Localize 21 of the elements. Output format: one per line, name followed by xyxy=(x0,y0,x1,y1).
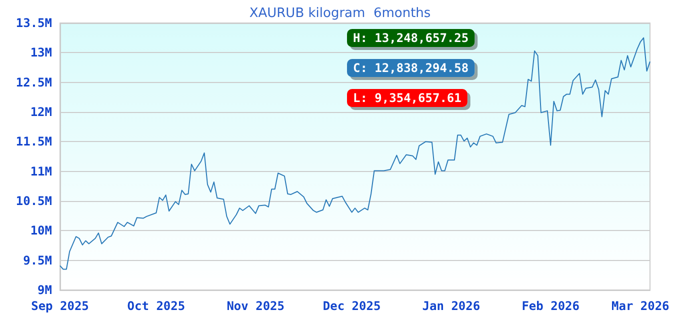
x-tick-label: Jan 2026 xyxy=(422,299,480,313)
y-tick-label: 11.5M xyxy=(16,134,52,149)
y-tick-label: 9M xyxy=(38,283,52,297)
x-tick-label: Oct 2025 xyxy=(127,299,186,313)
y-tick-label: 13M xyxy=(30,46,52,60)
annotation: L: 9,354,657.61 xyxy=(353,91,462,105)
y-tick-label: 11M xyxy=(30,164,52,178)
x-tick-label: Feb 2026 xyxy=(522,299,580,313)
annotation: H: 13,248,657.25 xyxy=(353,31,469,45)
x-tick-label: Nov 2025 xyxy=(226,299,284,313)
x-tick-label: Sep 2025 xyxy=(31,299,89,313)
x-tick-label: Dec 2025 xyxy=(322,299,381,313)
y-tick-label: 10.5M xyxy=(16,194,52,208)
y-tick-label: 9.5M xyxy=(23,253,52,268)
y-tick-label: 10M xyxy=(30,224,52,238)
y-tick-label: 12.5M xyxy=(16,75,52,90)
y-tick-label: 13.5M xyxy=(16,16,52,30)
chart-title: XAURUB kilogram 6months xyxy=(249,6,431,21)
annotation: C: 12,838,294.58 xyxy=(353,61,469,75)
x-tick-label: Mar 2026 xyxy=(611,299,670,313)
y-tick-label: 12M xyxy=(30,105,52,119)
